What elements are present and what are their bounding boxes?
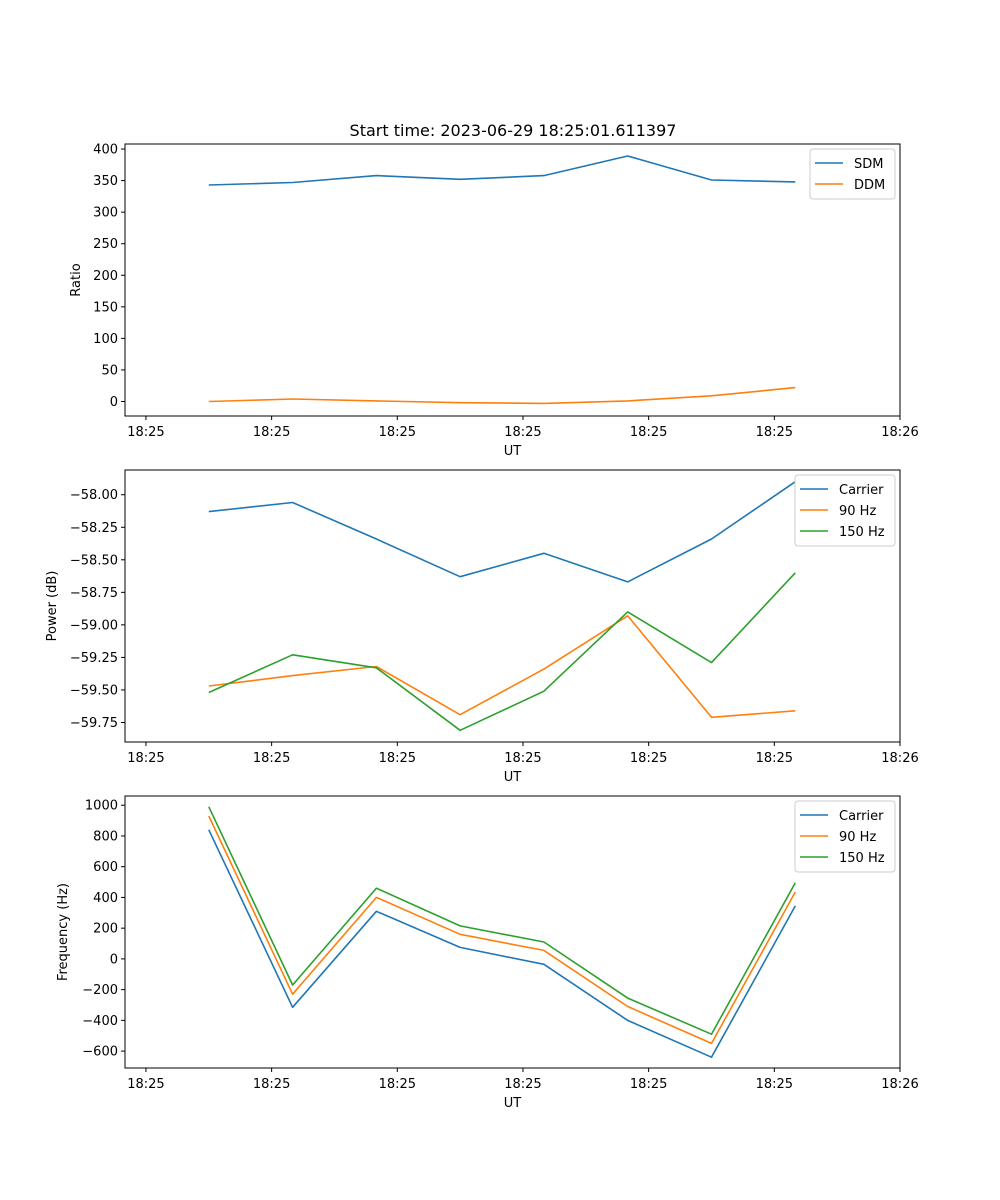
x-tick-label: 18:25 <box>127 425 164 440</box>
x-tick-label: 18:25 <box>630 751 667 766</box>
x-axis-label: UT <box>504 1096 522 1111</box>
y-axis-label: Power (dB) <box>45 571 60 642</box>
x-axis-label: UT <box>504 444 522 459</box>
y-tick-label: −400 <box>82 1014 118 1029</box>
y-tick-label: −59.75 <box>70 716 118 731</box>
x-tick-label: 18:26 <box>881 751 918 766</box>
legend-frame <box>794 474 896 547</box>
x-tick-label: 18:25 <box>504 1077 541 1092</box>
legend-label: 90 Hz <box>839 504 876 519</box>
x-tick-label: 18:26 <box>881 1077 918 1092</box>
legend-frame <box>794 800 896 873</box>
x-tick-label: 18:25 <box>630 425 667 440</box>
y-tick-label: −58.00 <box>70 488 118 503</box>
series-line-150-hz <box>208 572 796 732</box>
x-tick-label: 18:25 <box>127 751 164 766</box>
legend-label: 150 Hz <box>839 851 885 866</box>
x-tick-label: 18:25 <box>379 1077 416 1092</box>
series-line-sdm <box>208 155 796 186</box>
x-tick-label: 18:25 <box>253 425 290 440</box>
y-tick-label: −58.50 <box>70 553 118 568</box>
legend: Carrier 90 Hz 150 Hz <box>794 474 896 547</box>
x-tick-label: 18:25 <box>504 751 541 766</box>
series-line-150-hz <box>208 806 796 1035</box>
panel-3: 18:25 18:25 18:25 18:25 18:25 18:25 18:26 1000 8… <box>56 795 919 1111</box>
panels: 18:25 18:25 18:25 18:25 18:25 18:25 18:26 400 35… <box>45 143 919 1111</box>
y-tick-label: 150 <box>93 300 118 315</box>
series-line-90-hz <box>208 614 796 719</box>
y-tick-label: −600 <box>82 1045 118 1060</box>
y-axis-label: Frequency (Hz) <box>56 883 71 981</box>
y-tick-label: −59.00 <box>70 618 118 633</box>
legend: Carrier 90 Hz 150 Hz <box>794 800 896 873</box>
y-tick-label: 0 <box>110 952 118 967</box>
legend-label: 90 Hz <box>839 830 876 845</box>
series-line-ddm <box>208 386 796 405</box>
x-axis-label: UT <box>504 770 522 785</box>
y-tick-label: 0 <box>110 395 118 410</box>
y-tick-label: −59.25 <box>70 651 118 666</box>
y-tick-label: 600 <box>93 860 118 875</box>
legend-label: SDM <box>854 157 883 172</box>
x-tick-label: 18:25 <box>504 425 541 440</box>
x-tick-label: 18:25 <box>756 1077 793 1092</box>
x-tick-label: 18:25 <box>379 751 416 766</box>
axes-frame <box>124 143 901 417</box>
legend-label: Carrier <box>839 483 884 498</box>
x-tick-label: 18:25 <box>253 751 290 766</box>
y-tick-label: 250 <box>93 237 118 252</box>
series-line-carrier <box>208 829 796 1058</box>
x-tick-label: 18:25 <box>756 425 793 440</box>
y-tick-label: 200 <box>93 269 118 284</box>
y-tick-label: 400 <box>93 143 118 158</box>
chart-title: Start time: 2023-06-29 18:25:01.611397 <box>350 121 677 140</box>
y-tick-label: 350 <box>93 174 118 189</box>
x-tick-label: 18:25 <box>630 1077 667 1092</box>
y-tick-label: −59.50 <box>70 683 118 698</box>
legend-label: DDM <box>854 178 885 193</box>
y-tick-label: 200 <box>93 922 118 937</box>
legend-label: 150 Hz <box>839 525 885 540</box>
legend-frame <box>809 148 896 200</box>
x-tick-label: 18:25 <box>379 425 416 440</box>
series-line-90-hz <box>208 815 796 1045</box>
x-tick-label: 18:25 <box>756 751 793 766</box>
panel-1: 18:25 18:25 18:25 18:25 18:25 18:25 18:26 400 35… <box>69 143 919 459</box>
axes-frame <box>124 795 901 1069</box>
y-tick-label: −58.75 <box>70 586 118 601</box>
series-line-carrier <box>208 481 796 583</box>
y-tick-label: −58.25 <box>70 521 118 536</box>
x-tick-label: 18:26 <box>881 425 918 440</box>
axes-frame <box>124 469 901 743</box>
y-tick-label: −200 <box>82 983 118 998</box>
legend: SDM DDM <box>809 148 896 200</box>
y-tick-label: 300 <box>93 206 118 221</box>
y-tick-label: 1000 <box>85 799 118 814</box>
panel-2: 18:25 18:25 18:25 18:25 18:25 18:25 18:26 −58.0… <box>45 469 919 785</box>
y-tick-label: 800 <box>93 829 118 844</box>
y-axis-label: Ratio <box>69 263 84 296</box>
y-tick-label: 50 <box>101 363 118 378</box>
y-tick-label: 400 <box>93 891 118 906</box>
x-tick-label: 18:25 <box>253 1077 290 1092</box>
x-tick-label: 18:25 <box>127 1077 164 1092</box>
legend-label: Carrier <box>839 809 884 824</box>
y-tick-label: 100 <box>93 332 118 347</box>
